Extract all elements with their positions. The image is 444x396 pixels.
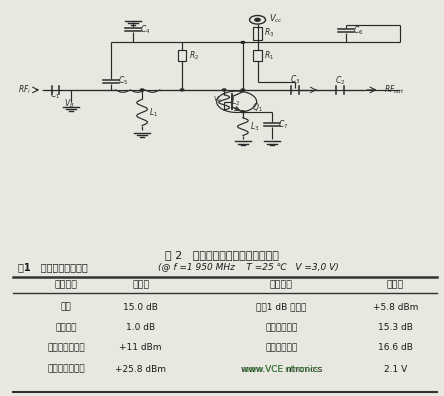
Text: $C_7$: $C_7$ [278,118,289,131]
Text: 技术参数: 技术参数 [55,280,78,289]
Text: $RF_{out}$: $RF_{out}$ [384,84,404,96]
Text: 输入三阶交截点: 输入三阶交截点 [47,343,85,352]
Text: (@ f =1 950 MHz    T =25 ℃   V =3,0 V): (@ f =1 950 MHz T =25 ℃ V =3,0 V) [158,262,339,271]
Text: $C_5$: $C_5$ [118,74,128,87]
Text: $L_3$: $L_3$ [250,120,259,133]
Circle shape [241,42,245,43]
Text: $L_1$: $L_1$ [149,106,158,119]
Text: $V_e$: $V_e$ [213,95,222,105]
Circle shape [222,89,226,91]
Text: $R_3$: $R_3$ [264,27,274,40]
Text: www.VCE ntronics: www.VCE ntronics [241,365,322,373]
Text: $C_1$: $C_1$ [51,88,60,101]
Text: 技术参数: 技术参数 [270,280,293,289]
Bar [253,27,262,40]
Text: $C_2$: $C_2$ [334,74,345,87]
Text: 输出三阶交截点: 输出三阶交截点 [47,365,85,373]
Text: 输出回波损耗: 输出回波损耗 [265,343,297,352]
Text: $R_1$: $R_1$ [264,49,274,62]
Bar [253,50,262,61]
Text: 16.6 dB: 16.6 dB [378,343,413,352]
Text: 表1   器件典型性能参数: 表1 器件典型性能参数 [18,262,87,272]
Text: $V_B$: $V_B$ [64,98,75,110]
Circle shape [241,111,245,113]
Text: 噪声系数: 噪声系数 [55,323,77,332]
Text: 图 2   高线性噪声放大器电路原理图: 图 2 高线性噪声放大器电路原理图 [165,250,279,261]
Text: $C_3$: $C_3$ [290,73,301,86]
Text: 1.0 dB: 1.0 dB [126,323,155,332]
Text: +5.8 dBm: +5.8 dBm [373,303,418,312]
Text: $V_{cc}$: $V_{cc}$ [269,12,283,25]
Text: $R_2$: $R_2$ [189,49,199,62]
Text: 15.0 dB: 15.0 dB [123,303,158,312]
Text: 典型值: 典型值 [387,280,404,289]
Text: 15.3 dB: 15.3 dB [378,323,413,332]
Text: 2.1 V: 2.1 V [384,365,407,373]
Circle shape [140,89,144,91]
Text: $L_2$: $L_2$ [231,95,240,108]
Circle shape [255,18,260,21]
Text: 增益: 增益 [60,303,71,312]
Text: 输出1 dB 压缩点: 输出1 dB 压缩点 [256,303,306,312]
Text: $RF_i$: $RF_i$ [18,84,31,96]
Text: +25.8 dBm: +25.8 dBm [115,365,166,373]
Circle shape [241,89,245,91]
Text: www.VCE ntronics: www.VCE ntronics [243,365,319,373]
Text: $C_4$: $C_4$ [140,23,150,36]
Text: $Q_1$: $Q_1$ [252,101,262,114]
Circle shape [180,89,184,91]
Text: $C_6$: $C_6$ [353,24,364,37]
Text: 输入回波损耗: 输入回波损耗 [265,323,297,332]
Bar [178,50,186,61]
Text: +11 dBm: +11 dBm [119,343,162,352]
Text: 典型值: 典型值 [132,280,149,289]
